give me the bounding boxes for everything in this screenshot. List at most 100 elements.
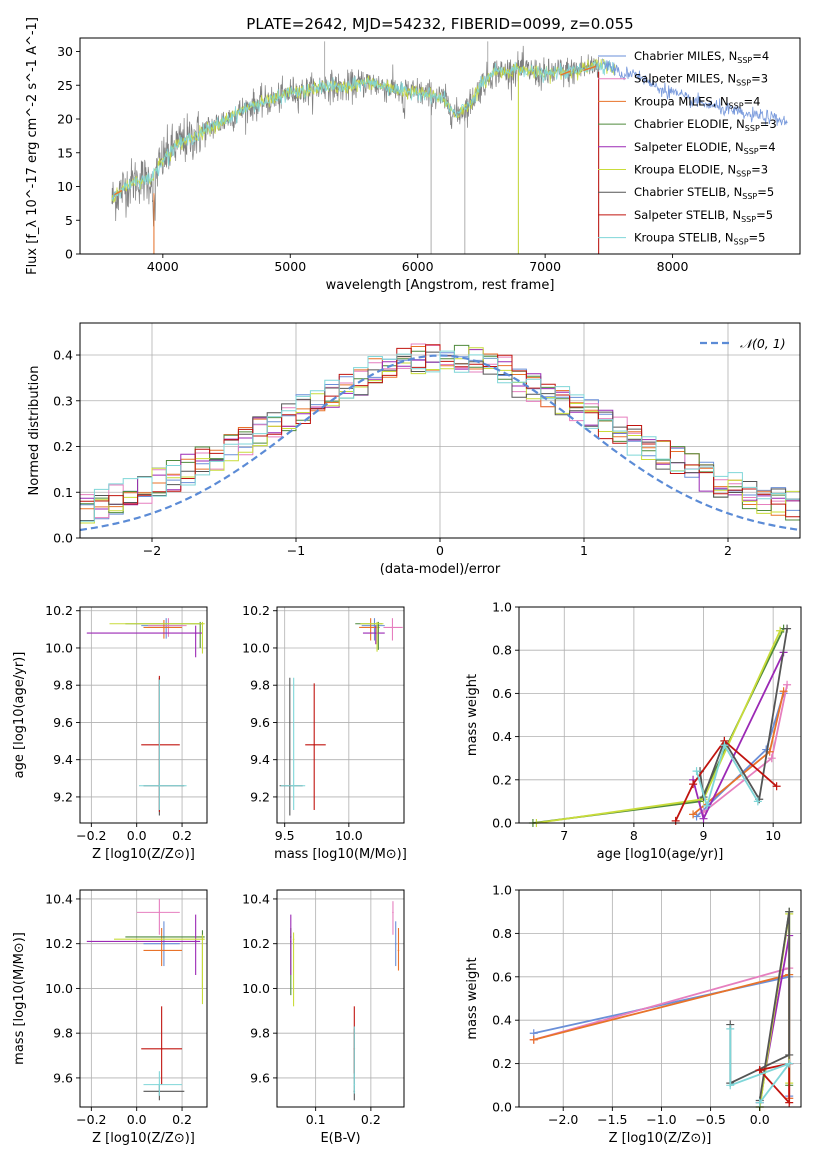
y-tick-label: 9.4 (250, 752, 270, 767)
x-tick-label: 8 (630, 828, 638, 843)
y-tick-label: 0.4 (53, 348, 73, 363)
y-tick-label: 10.4 (242, 891, 270, 906)
mass_vs_EBV-panel: 0.1 0.2 9.6 9.8 10.0 10.2 10.4 E(B-V) (242, 889, 405, 1146)
x-tick-label: 10 (765, 828, 781, 843)
series-line (695, 742, 759, 809)
y-tick-label: 10.2 (45, 603, 73, 618)
y-axis-label: age [log10(age/yr)] (12, 652, 27, 779)
data-point-marker (726, 1024, 735, 1033)
legend-label: 𝒩(0, 1) (740, 336, 786, 351)
data-point-marker (785, 1098, 794, 1107)
figure-title: PLATE=2642, MJD=54232, FIBERID=0099, z=0… (246, 15, 633, 33)
x-tick-label: −0.2 (76, 1112, 106, 1127)
data-point (163, 626, 165, 629)
data-point (394, 942, 397, 945)
data-point-marker (783, 680, 792, 689)
y-tick-label: 0.3 (53, 393, 73, 408)
data-point (163, 942, 165, 945)
legend-label: Salpeter ELODIE, NSSP=4 (634, 140, 776, 156)
y-tick-label: 9.6 (53, 715, 73, 730)
y-tick-label: 0.1 (53, 485, 73, 500)
data-point (391, 626, 394, 629)
y-tick-label: 0.6 (492, 969, 512, 984)
data-point (201, 622, 204, 625)
data-point (194, 632, 197, 634)
x-axis-label: mass [log10(M/M⊙)] (274, 847, 407, 862)
data-point (160, 949, 163, 952)
x-tick-label: 6000 (402, 259, 434, 274)
data-point (292, 938, 295, 941)
y-tick-label: 10.0 (242, 640, 270, 655)
x-axis-label: age [log10(age/yr)] (597, 847, 724, 862)
x-tick-label: 7000 (529, 259, 561, 274)
y-tick-label: 10.0 (45, 981, 73, 996)
x-tick-label: −0.2 (76, 828, 106, 843)
model-feature (560, 70, 571, 76)
data-point (158, 1083, 161, 1086)
legend-label: Salpeter MILES, NSSP=3 (634, 72, 768, 88)
y-tick-label: 9.4 (53, 752, 73, 767)
x-tick-label: 5000 (274, 259, 306, 274)
x-tick-label: −1.5 (597, 1112, 627, 1127)
y-tick-label: 9.6 (250, 1070, 270, 1085)
model-spectrum-line (111, 60, 616, 201)
data-point (397, 949, 400, 952)
x-tick-label: 0.2 (361, 1112, 381, 1127)
model-feature (583, 65, 597, 72)
series-line (729, 1028, 792, 1104)
y-tick-label: 1.0 (492, 600, 512, 615)
x-tick-label: 10.0 (335, 828, 363, 843)
legend-label: Chabrier MILES, NSSP=4 (634, 49, 769, 65)
y-tick-label: 0.0 (53, 531, 73, 546)
data-point-marker (699, 814, 708, 823)
data-point-marker (720, 741, 729, 750)
data-point (194, 940, 197, 943)
y-tick-label: 30 (57, 44, 73, 59)
data-point-marker (785, 1050, 794, 1059)
axes-frame (276, 889, 405, 1108)
x-tick-label: 9 (700, 828, 708, 843)
x-tick-label: −1 (287, 543, 305, 558)
x-tick-label: 4000 (147, 259, 179, 274)
data-point-marker (785, 1059, 794, 1068)
y-tick-label: 10.0 (45, 640, 73, 655)
histogram-panel: −2 −1 0 1 2 0.0 0.1 0.2 0.3 0.4 (data-model)/error… (27, 322, 801, 577)
y-tick-label: 0.4 (492, 1013, 512, 1028)
legend-label: Kroupa MILES, NSSP=4 (634, 94, 760, 110)
data-point-marker (776, 626, 785, 635)
data-point-marker (529, 1035, 538, 1044)
y-tick-label: 0 (65, 247, 73, 262)
data-point-marker (767, 754, 776, 763)
x-tick-label: 2 (724, 543, 732, 558)
data-point-marker (692, 767, 701, 776)
y-tick-label: 9.2 (250, 789, 270, 804)
legend-label: Kroupa ELODIE, NSSP=3 (634, 163, 768, 179)
y-tick-label: 10.2 (242, 936, 270, 951)
data-point (158, 784, 161, 787)
y-tick-label: 10.2 (45, 936, 73, 951)
axes-frame (518, 606, 802, 824)
x-tick-label: 0.2 (172, 828, 192, 843)
y-tick-label: 10.4 (45, 891, 73, 906)
data-point-marker (703, 801, 711, 810)
y-tick-label: 9.2 (53, 789, 73, 804)
series-line (759, 1062, 791, 1106)
axes-frame (79, 889, 208, 1108)
data-point (353, 1083, 356, 1086)
y-axis-label: mass weight (465, 957, 480, 1039)
x-tick-label: −2.0 (548, 1112, 578, 1127)
legend-label: Chabrier ELODIE, NSSP=3 (634, 117, 777, 133)
data-point (374, 632, 377, 634)
y-tick-label: 0.8 (492, 926, 512, 941)
axes-frame (276, 606, 405, 824)
data-point (376, 622, 378, 625)
y-tick-label: 9.6 (53, 1070, 73, 1085)
x-axis-label: wavelength [Angstrom, rest frame] (326, 278, 555, 293)
data-point-marker (755, 1098, 764, 1107)
x-axis-label: Z [log10(Z/Z⊙)] (92, 847, 195, 862)
model-spectrum-line (602, 58, 788, 126)
legend-label: Chabrier STELIB, NSSP=5 (634, 185, 774, 201)
data-point (313, 743, 316, 746)
spectrum-plot-area (111, 41, 788, 254)
y-tick-label: 9.8 (250, 1026, 270, 1041)
